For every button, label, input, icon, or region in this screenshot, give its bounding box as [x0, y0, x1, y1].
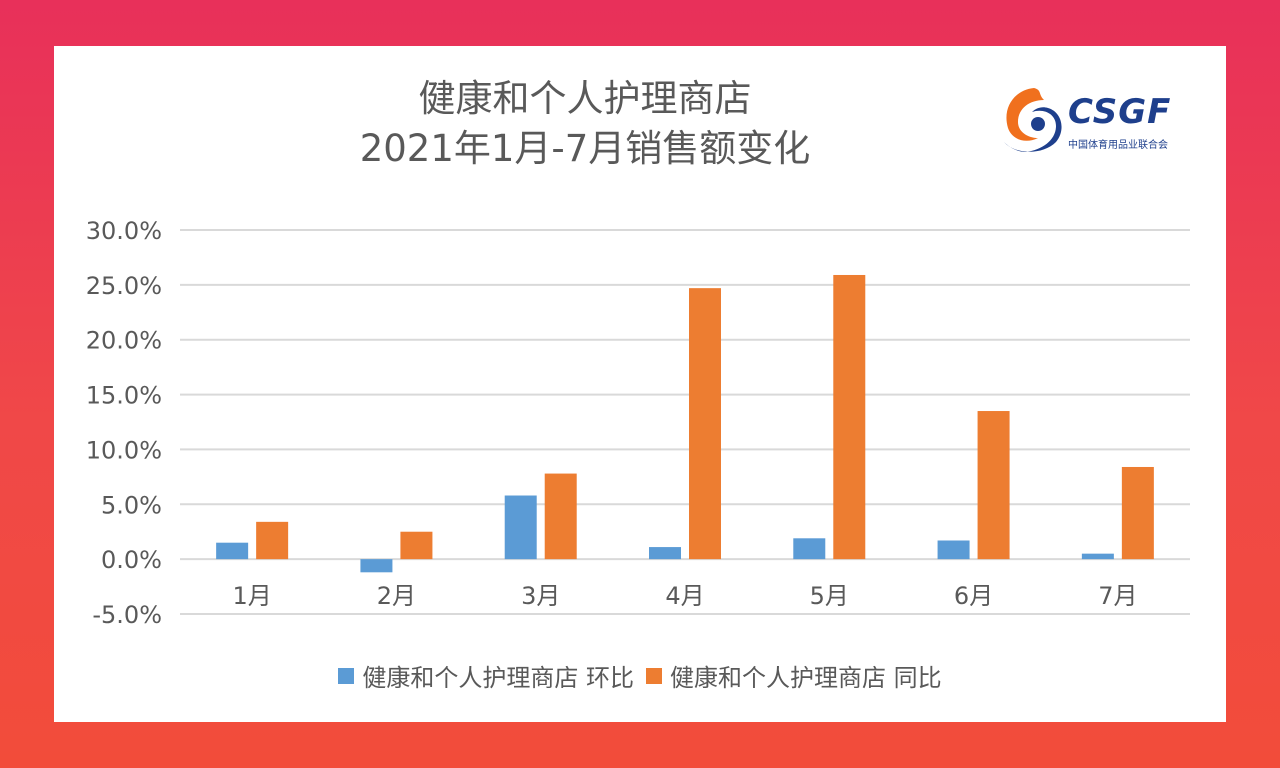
x-tick-label: 7月	[1098, 582, 1137, 610]
y-tick-label: -5.0%	[92, 601, 162, 629]
bar-yoy	[400, 531, 433, 560]
chart-title-line-2: 2021年1月-7月销售额变化	[359, 127, 811, 170]
chart-card: 健康和个人护理商店 2021年1月-7月销售额变化 CSGF 中国体育用品业联合…	[54, 46, 1226, 722]
legend-swatch-yoy	[646, 667, 662, 684]
bar-mom	[1081, 553, 1114, 560]
y-tick-label: 20.0%	[86, 327, 162, 355]
csgf-logo-word: CSGF	[1068, 92, 1172, 132]
bar-mom	[216, 542, 249, 560]
bar-yoy	[977, 411, 1010, 560]
bar-chart: 30.0% 25.0% 20.0% 15.0% 10.0% 5.0% 0.0% -5.0% 1…	[86, 217, 1190, 629]
bar-mom	[360, 559, 393, 573]
bar-yoy	[1121, 466, 1154, 560]
y-tick-label: 30.0%	[86, 217, 162, 245]
x-tick-label: 2月	[377, 582, 416, 610]
y-tick-label: 5.0%	[101, 491, 162, 519]
grid-lines	[180, 229, 1190, 615]
bar-yoy	[544, 473, 577, 560]
bar-mom	[649, 547, 681, 560]
x-tick-label: 4月	[665, 582, 704, 610]
legend-item-yoy: 健康和个人护理商店 同比	[646, 658, 942, 693]
x-axis-ticks: 1月 2月 3月 4月 5月 6月 7月	[233, 582, 1138, 610]
x-tick-label: 1月	[233, 582, 272, 610]
csgf-logo-emblem-icon	[1004, 88, 1062, 152]
legend-label-mom: 健康和个人护理商店 环比	[362, 664, 634, 692]
x-tick-label: 3月	[521, 582, 560, 610]
x-tick-label: 5月	[810, 582, 849, 610]
y-axis-ticks: 30.0% 25.0% 20.0% 15.0% 10.0% 5.0% 0.0% -5.0%	[86, 217, 162, 629]
chart-legend: 健康和个人护理商店 环比 健康和个人护理商店 同比	[54, 658, 1226, 693]
bar-mom	[793, 538, 826, 560]
bar-yoy	[689, 288, 721, 560]
y-tick-label: 10.0%	[86, 436, 162, 464]
bar-yoy	[256, 521, 289, 560]
chart-title-line-1: 健康和个人护理商店	[418, 77, 752, 120]
y-tick-label: 15.0%	[86, 382, 162, 410]
csgf-logo-subtitle: 中国体育用品业联合会	[1068, 140, 1168, 151]
chart-title: 健康和个人护理商店 2021年1月-7月销售额变化	[54, 74, 1226, 174]
bar-mom	[504, 495, 537, 560]
bar-yoy	[833, 274, 866, 560]
legend-swatch-mom	[338, 667, 355, 684]
y-tick-label: 0.0%	[101, 546, 162, 574]
csgf-logo: CSGF 中国体育用品业联合会	[998, 82, 1188, 172]
bar-mom	[937, 540, 970, 560]
y-tick-label: 25.0%	[86, 272, 162, 300]
x-tick-label: 6月	[954, 582, 993, 610]
bars	[216, 274, 1154, 573]
legend-item-mom: 健康和个人护理商店 环比	[338, 658, 634, 693]
legend-label-yoy: 健康和个人护理商店 同比	[670, 664, 942, 692]
